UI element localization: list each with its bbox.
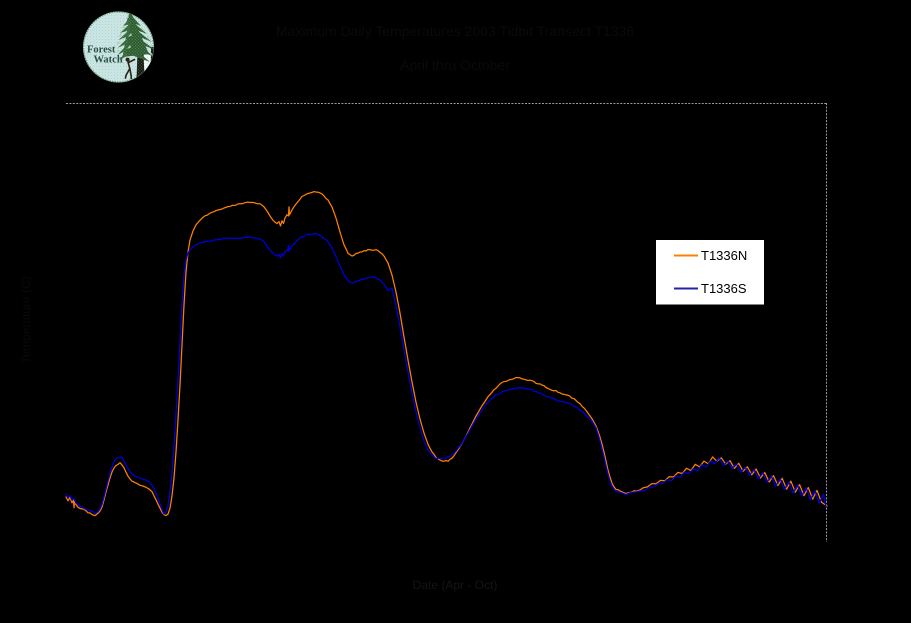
svg-text:Temperature (C): Temperature (C) <box>19 276 33 363</box>
svg-text:T1336S: T1336S <box>701 281 747 296</box>
svg-text:Watch: Watch <box>94 55 123 66</box>
svg-text:Maximum Daily Temperatures 200: Maximum Daily Temperatures 2003 Tidbit T… <box>276 23 634 39</box>
svg-text:Date (Apr - Oct): Date (Apr - Oct) <box>413 578 498 592</box>
svg-text:Forest: Forest <box>87 45 116 56</box>
svg-text:T1336N: T1336N <box>701 248 747 263</box>
svg-text:April thru October: April thru October <box>400 57 510 73</box>
